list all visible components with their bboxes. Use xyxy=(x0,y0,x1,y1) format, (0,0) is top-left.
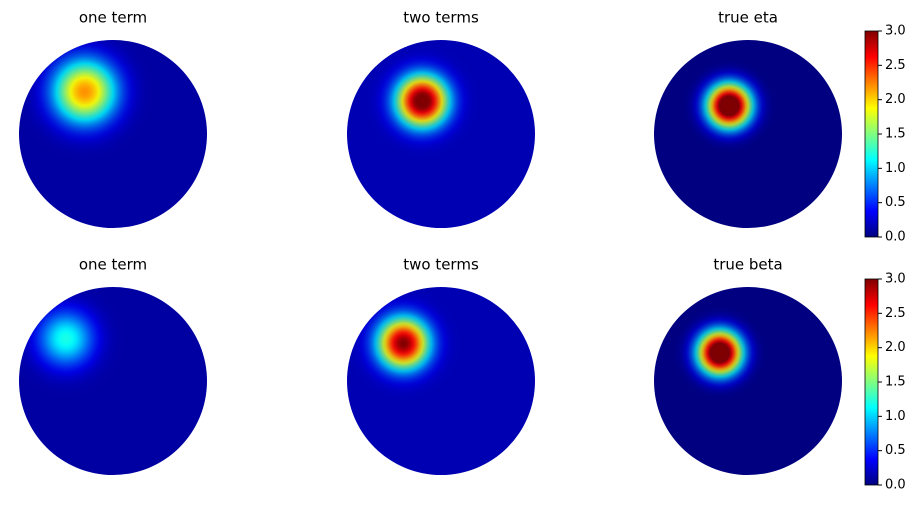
colorbar-tick-label: 3.0 xyxy=(885,24,906,39)
panel-title: two terms xyxy=(403,9,479,27)
panel-title: one term xyxy=(79,256,147,274)
colorbar-tick-label: 0.0 xyxy=(885,478,906,493)
colorbar-tick-label: 0.5 xyxy=(885,443,906,458)
blob xyxy=(681,57,778,154)
colorbar xyxy=(864,278,879,486)
colorbar-tick-label: 1.5 xyxy=(885,127,906,142)
panel-title: true beta xyxy=(713,256,782,274)
blob xyxy=(19,40,156,163)
blob xyxy=(19,287,129,401)
colorbar-tick-label: 2.5 xyxy=(885,58,906,73)
panel-title: one term xyxy=(79,9,147,27)
colorbar-tick-label: 1.5 xyxy=(885,375,906,390)
blob xyxy=(347,287,460,400)
panel-title: true eta xyxy=(718,9,778,27)
colorbar-tick-label: 1.0 xyxy=(885,409,906,424)
colorbar xyxy=(864,30,879,238)
colorbar-tick-label: 1.0 xyxy=(885,161,906,176)
blob xyxy=(365,44,479,158)
colorbar-tick-label: 2.0 xyxy=(885,340,906,355)
colorbar-tick-label: 2.0 xyxy=(885,92,906,107)
colorbar-tick-label: 0.0 xyxy=(885,230,906,245)
blob xyxy=(671,304,768,401)
panel-title: two terms xyxy=(403,256,479,274)
colorbar-tick-label: 0.5 xyxy=(885,195,906,210)
colorbar-tick-label: 2.5 xyxy=(885,306,906,321)
colorbar-tick-label: 3.0 xyxy=(885,272,906,287)
